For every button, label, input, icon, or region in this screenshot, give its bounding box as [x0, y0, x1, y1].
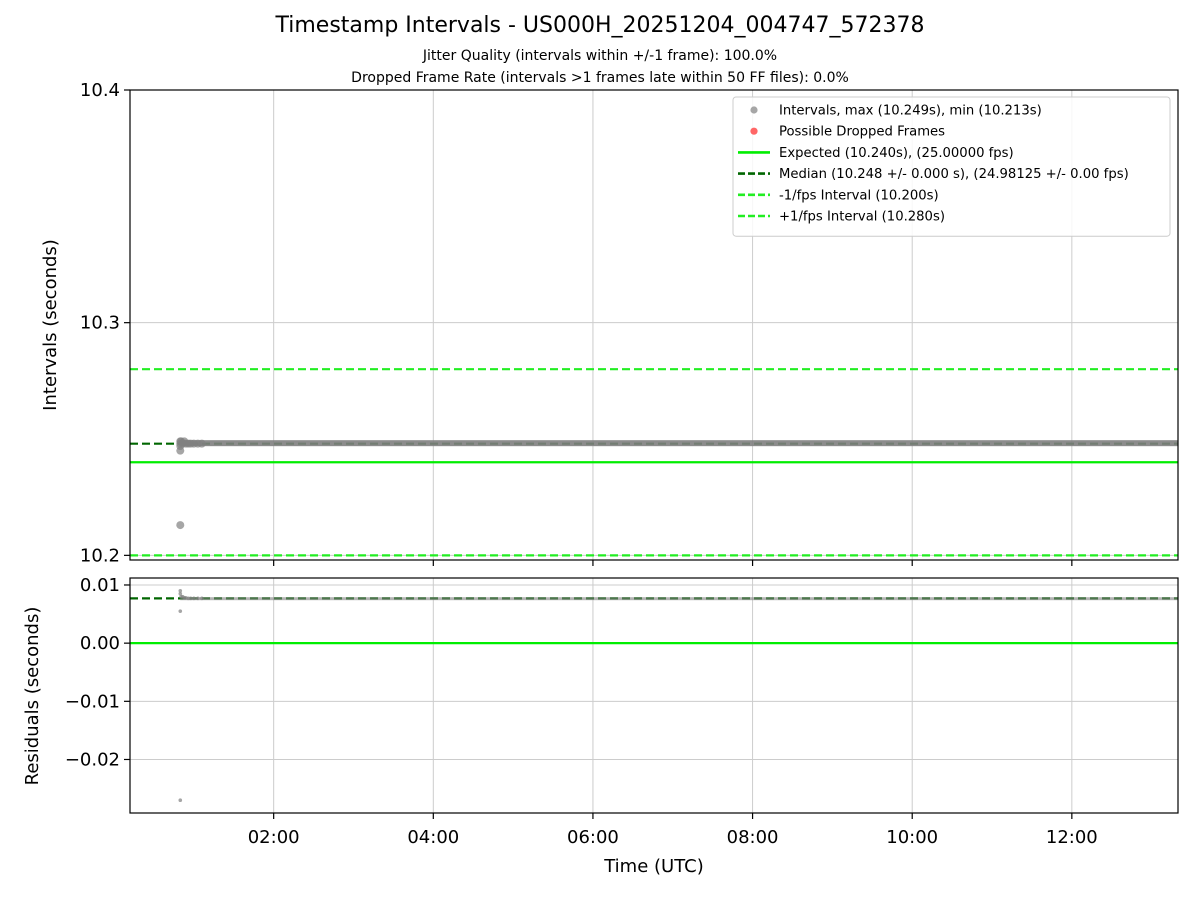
legend-entry-label: Intervals, max (10.249s), min (10.213s)	[779, 104, 1042, 119]
residuals-y-tick-label: −0.02	[65, 749, 120, 770]
intervals-data-point	[176, 521, 185, 530]
residuals-x-tick-label: 02:00	[248, 827, 300, 848]
legend-marker-dot	[750, 106, 758, 114]
intervals-y-axis-label: Intervals (seconds)	[40, 239, 61, 411]
chart-legend: Intervals, max (10.249s), min (10.213s) P…	[732, 96, 1171, 237]
residuals-data-point	[196, 596, 200, 601]
intervals-axes-frame	[129, 89, 1179, 561]
time-axis-label: Time (UTC)	[603, 856, 704, 877]
legend-marker-dot	[750, 127, 758, 135]
residuals-data-point	[178, 798, 183, 803]
residuals-axes-frame	[129, 577, 1179, 814]
legend-entry-label: Expected (10.240s), (25.00000 fps)	[779, 146, 1014, 161]
dropped-frame-rate-subtitle: Dropped Frame Rate (intervals >1 frames …	[351, 70, 849, 86]
intervals-y-tick-label: 10.4	[80, 80, 120, 101]
jitter-quality-subtitle: Jitter Quality (intervals within +/-1 fr…	[422, 48, 778, 64]
residuals-data-point	[178, 609, 183, 613]
legend-entry-label: +1/fps Interval (10.280s)	[779, 210, 945, 225]
residuals-data-point	[178, 591, 183, 596]
residuals-y-tick-label: −0.01	[65, 691, 120, 712]
residuals-data-point	[192, 596, 196, 601]
residuals-y-axis-label: Residuals (seconds)	[22, 607, 43, 786]
residuals-data-point	[178, 588, 183, 593]
residuals-data-point	[188, 596, 193, 601]
residuals-dense-points-band	[180, 597, 1178, 601]
legend-entry-label: -1/fps Interval (10.200s)	[779, 188, 939, 203]
chart-title: Timestamp Intervals - US000H_20251204_00…	[275, 13, 925, 38]
residuals-x-tick-label: 10:00	[886, 827, 938, 848]
legend-entry-label: Possible Dropped Frames	[779, 125, 945, 140]
intervals-y-tick-label: 10.2	[80, 545, 120, 566]
residuals-x-tick-label: 04:00	[407, 827, 459, 848]
residuals-y-tick-label: 0.00	[80, 633, 120, 654]
residuals-panel: 0.01 0.00 −0.01 −0.02 02:00 04:00 06:00 08:00 10…	[65, 575, 1179, 848]
legend-box	[732, 96, 1171, 237]
residuals-y-tick-label: 0.01	[80, 575, 120, 596]
intervals-data-point	[197, 439, 206, 448]
intervals-y-tick-label: 10.3	[80, 313, 120, 334]
legend-entry-label: Median (10.248 +/- 0.000 s), (24.98125 +…	[779, 167, 1129, 182]
residuals-x-tick-label: 06:00	[567, 827, 619, 848]
intervals-panel: 10.2 10.3 10.4	[80, 80, 1179, 566]
residuals-data-point	[200, 596, 204, 601]
residuals-x-tick-label: 12:00	[1046, 827, 1098, 848]
residuals-x-tick-label: 08:00	[727, 827, 779, 848]
intervals-dense-points-band	[180, 440, 1178, 447]
